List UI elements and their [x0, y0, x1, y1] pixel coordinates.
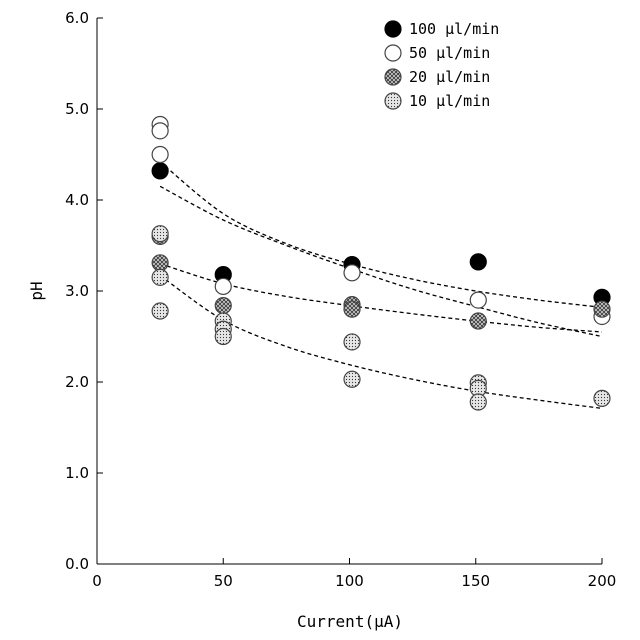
- x-tick-label: 50: [214, 572, 233, 590]
- data-point: [152, 147, 168, 163]
- y-tick-label: 3.0: [65, 282, 89, 300]
- legend-label: 10 μl/min: [409, 92, 490, 110]
- data-points: [152, 116, 610, 410]
- data-point: [152, 226, 168, 242]
- legend-marker: [385, 21, 401, 37]
- y-tick-label: 1.0: [65, 464, 89, 482]
- data-point: [152, 123, 168, 139]
- data-point: [470, 394, 486, 410]
- data-point: [152, 163, 168, 179]
- x-axis-title: Current(μA): [297, 612, 403, 631]
- legend-marker: [385, 93, 401, 109]
- y-tick-label: 5.0: [65, 100, 89, 118]
- data-point: [152, 303, 168, 319]
- data-point: [215, 278, 231, 294]
- x-tick-label: 200: [588, 572, 617, 590]
- data-point: [470, 292, 486, 308]
- legend-label: 100 μl/min: [409, 20, 499, 38]
- data-point: [470, 254, 486, 270]
- x-tick-label: 0: [92, 572, 102, 590]
- data-point: [470, 313, 486, 329]
- data-point: [344, 301, 360, 317]
- data-point: [215, 329, 231, 345]
- x-tick-label: 100: [335, 572, 364, 590]
- chart: 0.0 1.0 2.0 3.0 4.0 5.0 6.0 0 50 100 150 200 Curren…: [0, 0, 640, 640]
- ticks: 0.0 1.0 2.0 3.0 4.0 5.0 6.0 0 50 100 150 200: [65, 9, 616, 590]
- y-tick-label: 2.0: [65, 373, 89, 391]
- data-point: [152, 255, 168, 271]
- legend-marker: [385, 69, 401, 85]
- y-tick-label: 4.0: [65, 191, 89, 209]
- data-point: [215, 298, 231, 314]
- data-point: [152, 269, 168, 285]
- data-point: [594, 390, 610, 406]
- y-axis-title: pH: [27, 281, 46, 300]
- data-point: [344, 371, 360, 387]
- data-point: [344, 265, 360, 281]
- data-point: [344, 334, 360, 350]
- legend-label: 50 μl/min: [409, 44, 490, 62]
- y-tick-label: 0.0: [65, 555, 89, 573]
- y-tick-label: 6.0: [65, 9, 89, 27]
- x-tick-label: 150: [461, 572, 490, 590]
- data-point: [594, 301, 610, 317]
- axes: [97, 18, 602, 564]
- legend-label: 20 μl/min: [409, 68, 490, 86]
- legend-marker: [385, 45, 401, 61]
- legend: 100 μl/min 50 μl/min 20 μl/min 10 μl/min: [385, 20, 499, 110]
